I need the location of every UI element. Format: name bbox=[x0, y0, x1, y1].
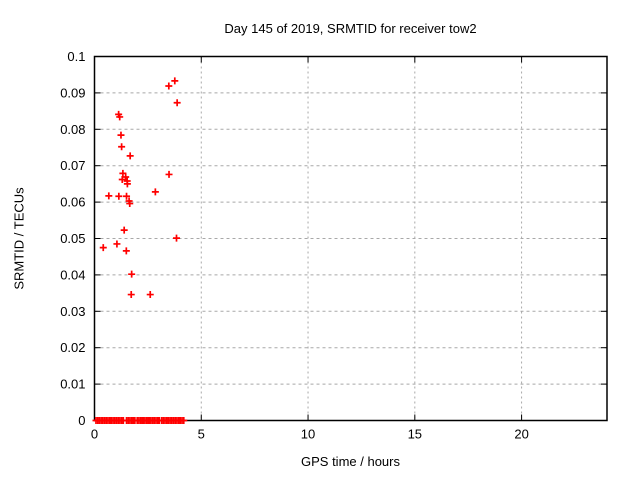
y-tick-label: 0.1 bbox=[67, 49, 85, 64]
data-point bbox=[118, 143, 126, 151]
data-point bbox=[151, 188, 159, 196]
data-point bbox=[173, 234, 180, 242]
x-tick-label: 10 bbox=[301, 427, 315, 442]
plot-frame bbox=[93, 55, 608, 422]
y-tick-label: 0.08 bbox=[60, 122, 85, 137]
data-point bbox=[180, 417, 188, 424]
data-point bbox=[117, 131, 125, 139]
y-tick-label: 0.05 bbox=[60, 231, 85, 246]
data-point bbox=[171, 77, 179, 85]
data-point bbox=[173, 99, 181, 107]
data-point bbox=[123, 192, 131, 200]
data-point bbox=[118, 176, 126, 184]
data-point bbox=[126, 200, 134, 208]
y-tick-label: 0 bbox=[78, 413, 85, 428]
data-point bbox=[99, 244, 107, 252]
data-point bbox=[120, 226, 128, 234]
data-point bbox=[105, 192, 113, 200]
x-axis-label: GPS time / hours bbox=[301, 454, 400, 469]
data-point bbox=[119, 169, 127, 177]
x-tick-label: 15 bbox=[408, 427, 422, 442]
x-tick-label: 20 bbox=[514, 427, 528, 442]
data-point bbox=[146, 291, 154, 299]
data-point bbox=[127, 291, 135, 299]
chart-title: Day 145 of 2019, SRMTID for receiver tow… bbox=[224, 21, 477, 36]
y-tick-label: 0.03 bbox=[60, 304, 85, 319]
x-tick-label: 5 bbox=[198, 427, 205, 442]
y-tick-label: 0.01 bbox=[60, 377, 85, 392]
data-point bbox=[165, 82, 173, 90]
data-point bbox=[123, 180, 131, 188]
data-point bbox=[128, 270, 136, 278]
data-point bbox=[115, 192, 123, 200]
y-tick-label: 0.02 bbox=[60, 340, 85, 355]
data-point bbox=[113, 240, 121, 248]
x-tick-label: 0 bbox=[91, 427, 98, 442]
data-point bbox=[122, 247, 130, 255]
y-tick-label: 0.07 bbox=[60, 158, 85, 173]
y-tick-label: 0.04 bbox=[60, 267, 85, 282]
data-point bbox=[126, 152, 134, 160]
y-tick-label: 0.06 bbox=[60, 195, 85, 210]
y-tick-label: 0.09 bbox=[60, 85, 85, 100]
data-point bbox=[165, 170, 173, 178]
data-point bbox=[116, 113, 124, 121]
